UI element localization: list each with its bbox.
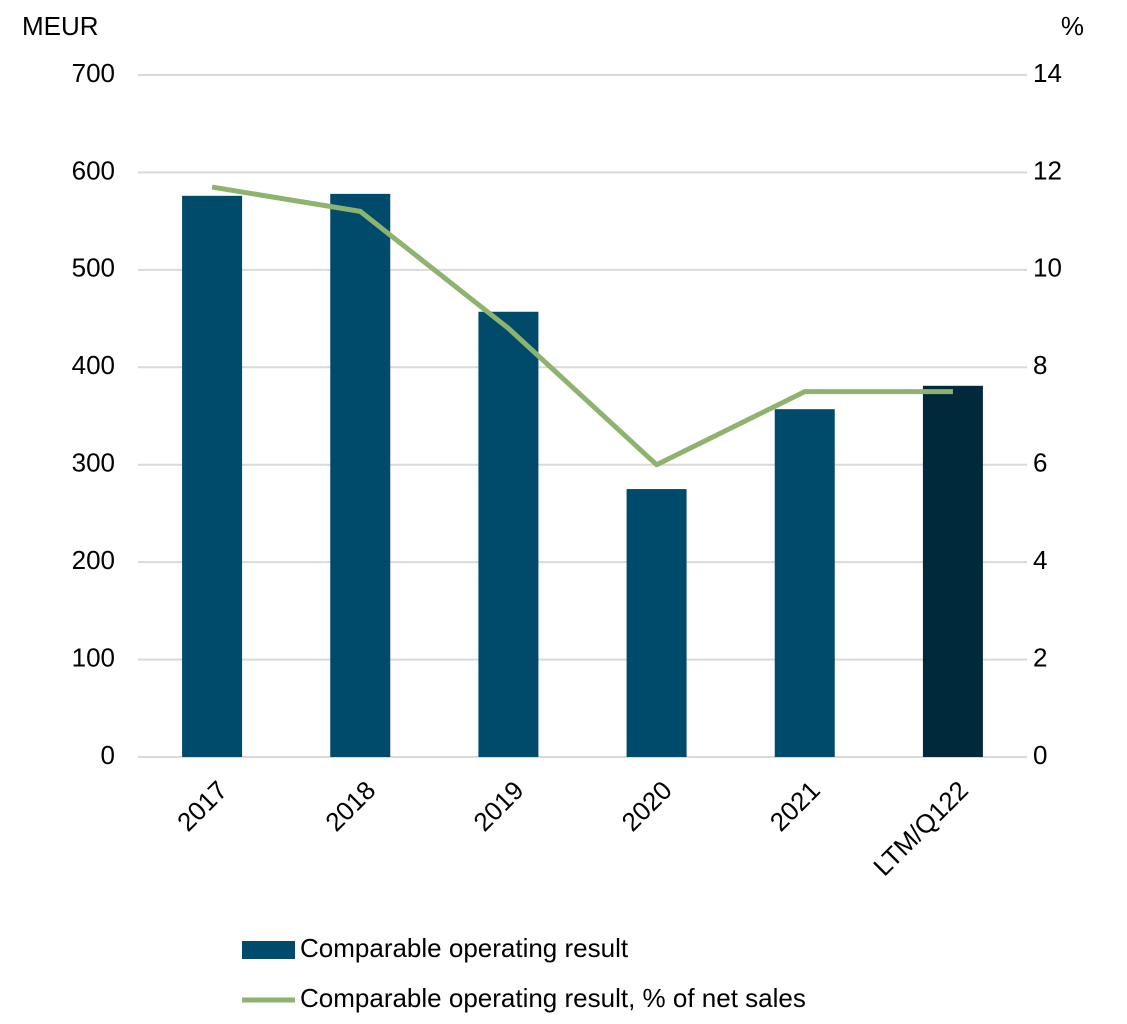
y2-tick-label: 2 (1033, 642, 1047, 672)
y-tick-label: 0 (101, 740, 115, 770)
x-tick-label: 2019 (467, 775, 529, 837)
y2-tick-label: 0 (1033, 740, 1047, 770)
y-tick-label: 700 (72, 58, 115, 88)
x-tick-label: 2020 (616, 775, 678, 837)
y2-tick-label: 10 (1033, 253, 1062, 283)
y2-tick-label: 14 (1033, 58, 1062, 88)
y2-tick-label: 12 (1033, 155, 1062, 185)
bar (774, 409, 835, 757)
y-tick-label: 300 (72, 448, 115, 478)
bar (182, 195, 243, 758)
y2-tick-label: 4 (1033, 545, 1047, 575)
legend-label: Comparable operating result, % of net sa… (300, 983, 806, 1013)
y-tick-label: 600 (72, 155, 115, 185)
x-tick-label: LTM/Q122 (867, 775, 974, 882)
y2-tick-label: 6 (1033, 448, 1047, 478)
x-tick-label: 2018 (319, 775, 381, 837)
line (211, 184, 953, 468)
y-axis-title: MEUR (22, 11, 99, 41)
y2-axis-title: % (1061, 11, 1084, 41)
y-tick-label: 400 (72, 350, 115, 380)
legend-label: Comparable operating result (300, 933, 629, 963)
y2-tick-label: 8 (1033, 350, 1047, 380)
legend-swatch (242, 941, 295, 959)
bar (478, 311, 539, 757)
bar (626, 489, 687, 757)
y-tick-label: 100 (72, 642, 115, 672)
bar (330, 193, 391, 757)
bar (922, 385, 983, 757)
x-tick-label: 2021 (764, 775, 826, 837)
y-tick-label: 200 (72, 545, 115, 575)
x-tick-label: 2017 (171, 775, 233, 837)
y-tick-label: 500 (72, 253, 115, 283)
